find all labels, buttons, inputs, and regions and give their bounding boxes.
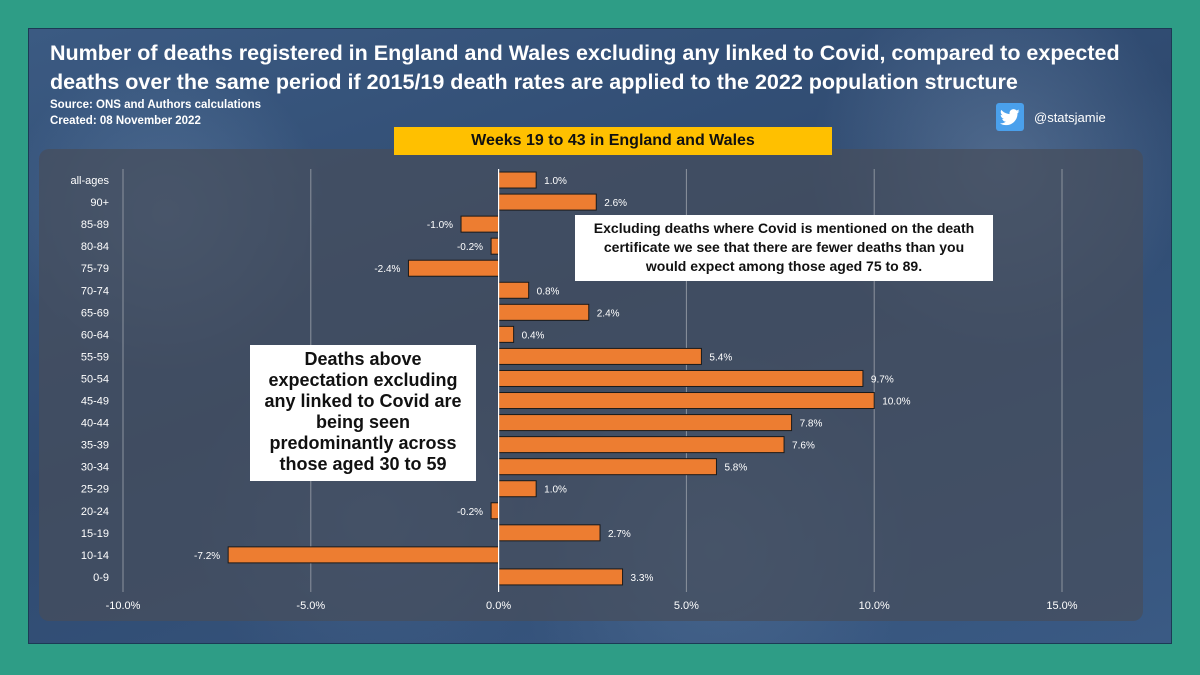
data-label: 3.3% [631,573,654,584]
data-label: 5.8% [724,463,747,474]
period-banner: Weeks 19 to 43 in England and Wales [394,127,832,155]
category-label: 90+ [90,197,109,209]
bar-80-84 [490,237,500,255]
data-label: 7.6% [792,441,815,452]
bar-chart: all-ages 1.0% 90+ 2.6% 85-89 -1.0% 80-84 -0.2% 7… [70,169,1078,612]
twitter-credit[interactable]: @statsjamie [996,103,1106,131]
category-label: 25-29 [81,484,109,496]
category-label: 75-79 [81,263,109,275]
source-note: Source: ONS and Authors calculations [50,99,262,111]
x-tick-label: 15.0% [1046,600,1077,612]
annotation-working-ages: Deaths above expectation excluding any l… [250,345,476,481]
category-label: 60-64 [81,329,109,341]
bar-55-59 [498,347,702,365]
x-tick-label: -10.0% [106,600,141,612]
category-label: 55-59 [81,351,109,363]
annotation-older-ages: Excluding deaths where Covid is mentione… [575,215,993,281]
category-label: 30-34 [81,462,109,474]
data-label: 9.7% [871,374,894,385]
bar-45-49 [498,392,875,410]
x-tick-label: 10.0% [859,600,890,612]
x-tick-label: -5.0% [296,600,325,612]
data-label: -0.2% [457,242,483,253]
data-label: -0.2% [457,507,483,518]
bar-50-54 [498,369,864,387]
x-tick-label: 5.0% [674,600,699,612]
bar-70-74 [498,281,530,299]
category-label: 10-14 [81,550,109,562]
bar-15-19 [498,524,601,542]
data-label: 5.4% [709,352,732,363]
data-label: 2.7% [608,529,631,540]
data-label: 0.4% [522,330,545,341]
created-date: Created: 08 November 2022 [50,115,201,127]
chart-frame: Number of deaths registered in England a… [28,28,1172,644]
bar-60-64 [498,325,515,343]
bar-35-39 [498,436,785,454]
category-label: 0-9 [93,572,109,584]
category-label: all-ages [70,175,109,187]
category-label: 35-39 [81,440,109,452]
category-label: 20-24 [81,506,109,518]
data-label: 1.0% [544,485,567,496]
category-label: 45-49 [81,396,109,408]
data-label: 2.6% [604,198,627,209]
bar-20-24 [490,502,500,520]
bar-40-44 [498,414,793,432]
category-label: 65-69 [81,307,109,319]
bar-25-29 [498,480,537,498]
category-label: 50-54 [81,373,109,385]
bar-90+ [498,193,597,211]
bar-all-ages [498,171,537,189]
category-label: 70-74 [81,285,109,297]
data-label: 7.8% [800,419,823,430]
x-tick-label: 0.0% [486,600,511,612]
data-label: -7.2% [194,551,220,562]
chart-title: Number of deaths registered in England a… [50,41,1120,94]
data-label: -2.4% [374,264,400,275]
bar-30-34 [498,458,717,476]
bar-10-14 [227,546,500,564]
bar-0-9 [498,568,624,586]
data-label: 10.0% [882,397,910,408]
bar-75-79 [407,259,500,277]
twitter-bird-icon [996,103,1024,131]
data-label: -1.0% [427,220,453,231]
bar-85-89 [460,215,500,233]
bar-65-69 [498,303,590,321]
category-label: 85-89 [81,219,109,231]
twitter-handle: @statsjamie [1034,109,1106,125]
data-label: 1.0% [544,176,567,187]
data-label: 0.8% [537,286,560,297]
data-label: 2.4% [597,308,620,319]
category-label: 80-84 [81,241,109,253]
category-label: 15-19 [81,528,109,540]
category-label: 40-44 [81,418,109,430]
